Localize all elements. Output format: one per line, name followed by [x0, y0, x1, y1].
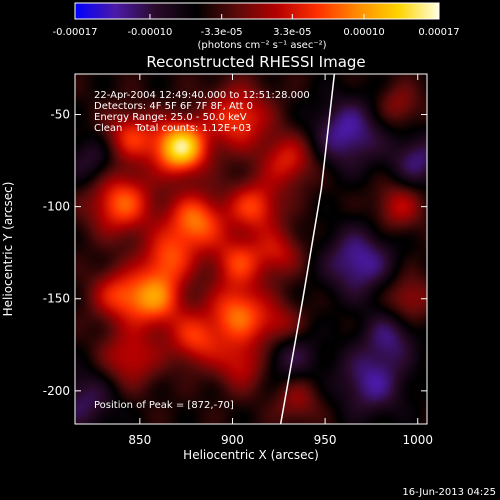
colorbar: [74, 2, 440, 20]
heatmap-image: [75, 74, 427, 424]
y-axis-label: Heliocentric Y (arcsec): [1, 182, 15, 317]
annotation-detectors: Detectors: 4F 5F 6F 7F 8F, Att 0: [94, 101, 253, 112]
x-axis-ticks: 850 900 950 1000: [128, 74, 433, 447]
footer-timestamp: 16-Jun-2013 04:25: [402, 487, 496, 498]
colorbar-tick-label: 3.3e-05: [273, 27, 311, 38]
annotation-energy-range: Energy Range: 25.0 - 50.0 keV: [94, 112, 247, 123]
x-tick-label: 900: [221, 433, 244, 447]
chart-title: Reconstructed RHESSI Image: [146, 53, 365, 71]
x-tick-label: 850: [128, 433, 151, 447]
colorbar-tick-label: -0.00010: [127, 27, 172, 38]
y-tick-label: -200: [43, 384, 70, 398]
y-tick-label: -150: [43, 292, 70, 306]
x-axis-label: Heliocentric X (arcsec): [183, 448, 319, 462]
peak-position-label: Position of Peak = [872,-70]: [94, 400, 234, 411]
x-tick-label: 950: [314, 433, 337, 447]
y-tick-label: -100: [43, 200, 70, 214]
x-tick-label: 1000: [402, 433, 433, 447]
colorbar-tick-label: -3.3e-05: [201, 27, 243, 38]
plot-frame: [74, 73, 428, 425]
colorbar-tick-label: -0.00017: [53, 27, 98, 38]
colorbar-tick-label: 0.00017: [418, 27, 459, 38]
colorbar-unit-label: (photons cm⁻² s⁻¹ asec⁻²): [197, 40, 326, 51]
y-axis-ticks: -50 -100 -150 -200: [43, 108, 427, 398]
colorbar-tick-label: 0.00010: [343, 27, 384, 38]
y-tick-label: -50: [50, 108, 70, 122]
annotation-clean-counts: Clean Total counts: 1.12E+03: [94, 123, 251, 134]
solar-limb-line: [279, 74, 336, 424]
colorbar-ticks: -0.00017 -0.00010 -3.3e-05 3.3e-05 0.00010 0.…: [53, 14, 460, 38]
annotation-time-range: 22-Apr-2004 12:49:40.000 to 12:51:28.000: [94, 90, 310, 101]
